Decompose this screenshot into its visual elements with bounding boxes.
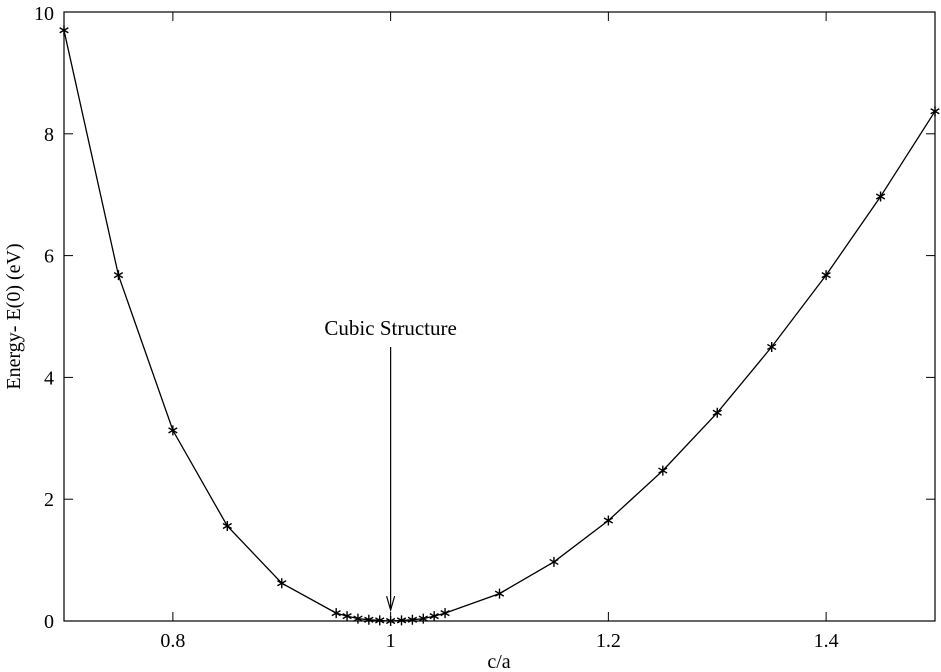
data-point [712,407,722,418]
x-tick-label: 1 [386,630,396,652]
x-tick-label: 1.2 [596,630,621,652]
data-point [342,611,352,622]
annotation-label: Cubic Structure [324,316,456,340]
markers [59,25,940,626]
annotations: Cubic Structure [324,316,457,613]
y-axis-label: Energy- E(0) (eV) [3,243,25,389]
x-tick-label: 0.8 [160,630,185,652]
data-point [277,578,287,589]
ticks [64,11,935,622]
data-point [407,614,418,625]
data-point [549,556,559,567]
x-tick-label: 1.4 [814,630,839,652]
data-point [494,588,505,599]
data-point [375,615,385,626]
data-point [658,465,668,476]
series-line [63,30,936,622]
y-tick-label: 0 [44,611,54,633]
y-tick-label: 10 [34,3,54,25]
data-point [331,608,341,619]
data-point [603,515,614,526]
data-point [418,613,428,624]
data-point [396,615,407,626]
data-point [385,616,396,626]
data-point [767,341,777,352]
data-point [222,520,232,531]
plot-frame [63,11,936,622]
y-tick-label: 6 [44,246,54,268]
y-tick-label: 8 [44,124,54,146]
data-point [168,425,178,436]
tick-labels: 0.8 1 1.2 1.4 0 2 4 6 8 10 [34,3,839,652]
data-point [113,270,124,281]
annotation-arrow-head [386,595,396,613]
data-point [364,614,374,625]
data-point [930,106,940,117]
data-point [353,613,363,624]
x-axis-label: c/a [487,651,510,672]
data-point [821,270,831,281]
data-point [875,191,886,202]
data-point [429,611,439,622]
data-point [440,608,450,619]
y-tick-label: 4 [44,367,54,389]
data-point [59,25,69,36]
y-tick-label: 2 [44,489,54,511]
